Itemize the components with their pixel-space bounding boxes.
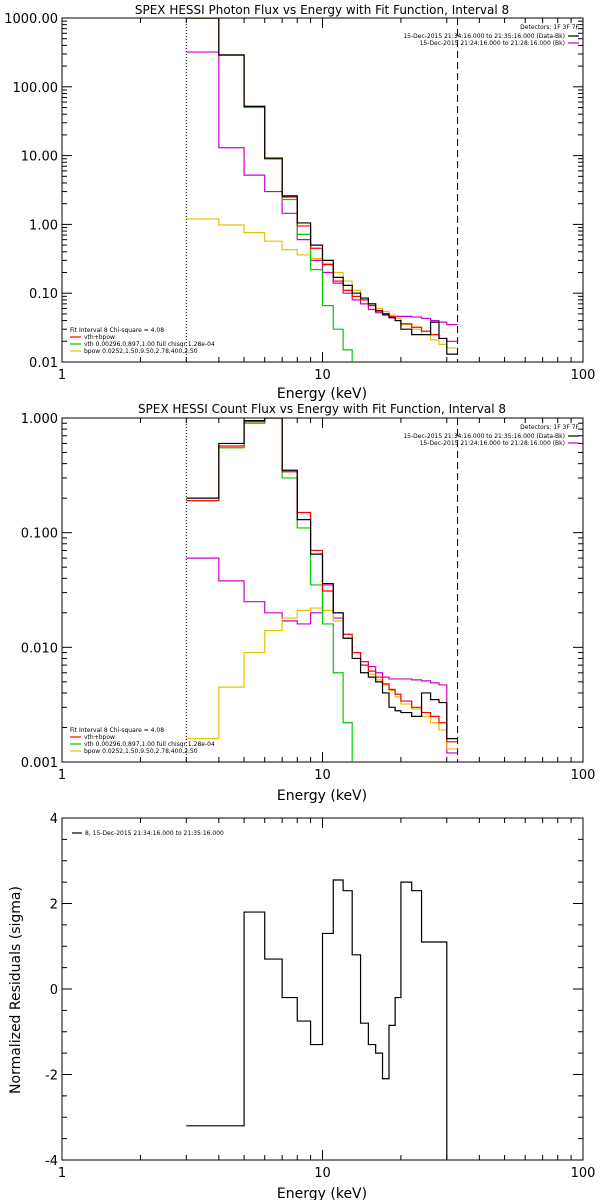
legend-entry-label: vth 0.00296,0.897,1.00 full chisqr 1.28e… <box>84 741 215 748</box>
y-tick-label: 1.000 <box>21 412 58 427</box>
legend-detectors: Detectors: 1F 3F 7F <box>520 24 579 31</box>
x-tick-label: 10 <box>314 1166 331 1181</box>
legend-entry-label: vth+bpow <box>84 734 115 741</box>
x-tick-label: 1 <box>58 368 66 383</box>
y-tick-label: 0.100 <box>21 527 58 542</box>
x-tick-label: 10 <box>314 368 331 383</box>
y-tick-label: 0 <box>50 983 58 998</box>
y-tick-label: 2 <box>50 898 58 913</box>
panel-1: 1 10 100 0.01 0.10 1.00 10.00 100.00 1000.00 Dete… <box>4 12 595 383</box>
legend-entry-label: bpow 0.0252,1.50,9.50,2.78,400,2.50 <box>84 348 198 355</box>
y-tick-label: -2 <box>45 1069 58 1084</box>
panel2-title: SPEX HESSI Count Flux vs Energy with Fit… <box>138 402 506 416</box>
panel3-ylabel: Normalized Residuals (sigma) <box>8 886 24 1094</box>
legend-fit-header: Fit Interval 8 Chi-square = 4.08 <box>70 327 164 334</box>
panel-2: 1 10 100 0.001 0.010 0.100 1.000 Detectors: 1F … <box>21 412 596 783</box>
x-tick-label: 100 <box>571 368 596 383</box>
panel1-xlabel: Energy (keV) <box>277 386 367 402</box>
legend-entry-label: 15-Dec-2015 21:34:16.000 to 21:35:16.000… <box>403 433 565 440</box>
legend-entry-label: vth+bpow <box>84 334 115 341</box>
y-tick-label: 100.00 <box>13 81 59 96</box>
y-tick-label: -4 <box>45 1154 58 1169</box>
series-total <box>186 879 448 1160</box>
panel-3: 1 10 100 -4 -2 0 2 4 8, 15-Dec-2015 21:34:16.000… <box>45 812 595 1181</box>
panel1-title: SPEX HESSI Photon Flux vs Energy with Fi… <box>135 3 509 17</box>
legend-entry-label: 15-Dec-2015 21:24:16.000 to 21:28:16.000… <box>420 440 565 447</box>
y-tick-label: 4 <box>50 812 58 827</box>
x-tick-label: 10 <box>314 768 331 783</box>
y-tick-label: 1.00 <box>29 218 58 233</box>
y-tick-label: 0.01 <box>29 356 58 371</box>
x-tick-label: 1 <box>58 1166 66 1181</box>
y-tick-label: 0.001 <box>21 756 58 771</box>
x-tick-label: 1 <box>58 768 66 783</box>
y-tick-label: 0.10 <box>29 287 58 302</box>
y-tick-label: 10.00 <box>21 150 58 165</box>
legend-detectors: Detectors: 1F 3F 7F <box>520 424 579 431</box>
legend-fit-header: Fit Interval 8 Chi-square = 4.08 <box>70 727 164 734</box>
y-tick-label: 0.010 <box>21 641 58 656</box>
plot-layer: 1 10 1000.010.101.0010.00100.001000.00Dete… <box>4 12 595 1181</box>
y-tick-label: 1000.00 <box>4 12 58 27</box>
legend-entry-label: vth 0.00296,0.897,1.00 full chisqr 1.28e… <box>84 341 215 348</box>
series-total <box>186 18 458 355</box>
panel2-xlabel: Energy (keV) <box>277 788 367 804</box>
x-tick-label: 100 <box>571 1166 596 1181</box>
series-vth <box>186 18 353 362</box>
legend-entry-label: 15-Dec-2015 21:34:16.000 to 21:35:16.000… <box>403 33 565 40</box>
x-tick-label: 100 <box>571 768 596 783</box>
legend-entry-label: 8, 15-Dec-2015 21:34:16.000 to 21:35:16.… <box>85 830 224 837</box>
legend-entry-label: bpow 0.0252,1.50,9.50,2.78,400,2.50 <box>84 748 198 755</box>
legend-entry-label: 15-Dec-2015 21:24:16.000 to 21:28:16.000… <box>420 40 565 47</box>
panel3-xlabel: Energy (keV) <box>277 1186 367 1200</box>
series-total <box>186 418 458 740</box>
